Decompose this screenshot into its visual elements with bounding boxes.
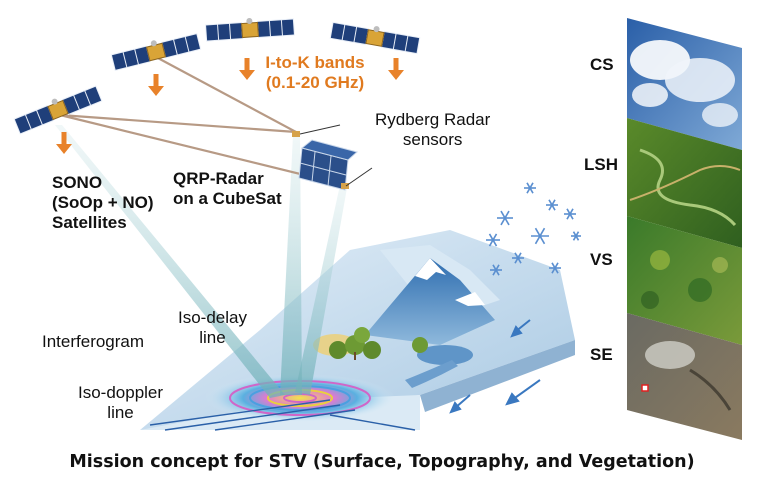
rydberg-label: Rydberg Radar sensors — [375, 110, 490, 150]
panel-se-label: SE — [590, 345, 613, 364]
snowflake-icon — [564, 208, 576, 220]
lake-shape — [417, 345, 473, 365]
rydberg-label-line2: sensors — [402, 130, 463, 150]
sono-label: SONO (SoOp + NO) Satellites — [52, 173, 154, 233]
snowflake-icon — [546, 199, 558, 211]
panel-se-image — [627, 313, 742, 440]
iso-doppler-lines — [149, 399, 416, 431]
snowflake-icon — [512, 252, 524, 264]
bands-label-line1: I-to-K bands — [265, 53, 365, 72]
down-arrow-icon — [56, 132, 72, 154]
qrp-label-line1: QRP-Radar — [173, 169, 264, 188]
flow-arrows — [449, 319, 541, 414]
panel-lsh-image — [627, 118, 742, 248]
snowflakes — [486, 182, 581, 276]
snowflake-icon — [571, 231, 581, 241]
radar-beams — [55, 125, 347, 398]
figure-caption: Mission concept for STV (Surface, Topogr… — [69, 452, 695, 472]
panel-vs-image — [627, 216, 742, 345]
bands-label: I-to-K bands (0.1-20 GHz) — [240, 53, 390, 93]
down-arrow-icon — [148, 74, 164, 96]
trees-cluster — [313, 327, 428, 360]
iso-doppler-label-line2: line — [107, 403, 134, 423]
qrp-label: QRP-Radar on a CubeSat — [173, 169, 282, 209]
bands-label-line2: (0.1-20 GHz) — [265, 73, 365, 93]
interferogram-label: Interferogram — [42, 332, 145, 351]
snowflake-icon — [531, 227, 549, 245]
sono-label-line2: (SoOp + NO) — [52, 193, 154, 213]
snowflake-icon — [549, 262, 561, 274]
satellite-icon — [13, 85, 103, 135]
iso-delay-label: Iso-delay line — [178, 308, 247, 348]
down-arrow-icon — [388, 58, 404, 80]
sono-label-line3: Satellites — [52, 213, 127, 233]
panel-cs-label: CS — [590, 55, 614, 74]
snowflake-icon — [497, 210, 513, 226]
rydberg-label-line1: Rydberg Radar — [375, 110, 491, 129]
snowflake-icon — [524, 182, 536, 194]
panel-cs-image — [627, 18, 742, 150]
mountain-shape — [365, 258, 495, 345]
panel-lsh-label: LSH — [584, 155, 618, 174]
cubesat — [292, 124, 373, 191]
link-lines — [59, 56, 346, 187]
iso-delay-label-line1: Iso-delay — [178, 308, 247, 327]
iso-doppler-label: Iso-doppler line — [78, 383, 163, 423]
iso-doppler-label-line1: Iso-doppler — [78, 383, 164, 402]
scene-graphic — [13, 18, 742, 440]
snowflake-icon — [490, 264, 502, 276]
down-arrow-icon — [239, 58, 255, 80]
satellite-icon — [205, 18, 295, 42]
satellite-icon — [110, 32, 202, 72]
sono-label-line1: SONO — [52, 173, 103, 192]
panel-vs-label: VS — [590, 250, 613, 269]
interferogram-pattern — [205, 374, 395, 422]
qrp-label-line2: on a CubeSat — [173, 189, 282, 209]
iso-delay-label-line2: line — [199, 328, 226, 348]
snowflake-icon — [486, 233, 500, 247]
satellite-icon — [329, 21, 421, 55]
